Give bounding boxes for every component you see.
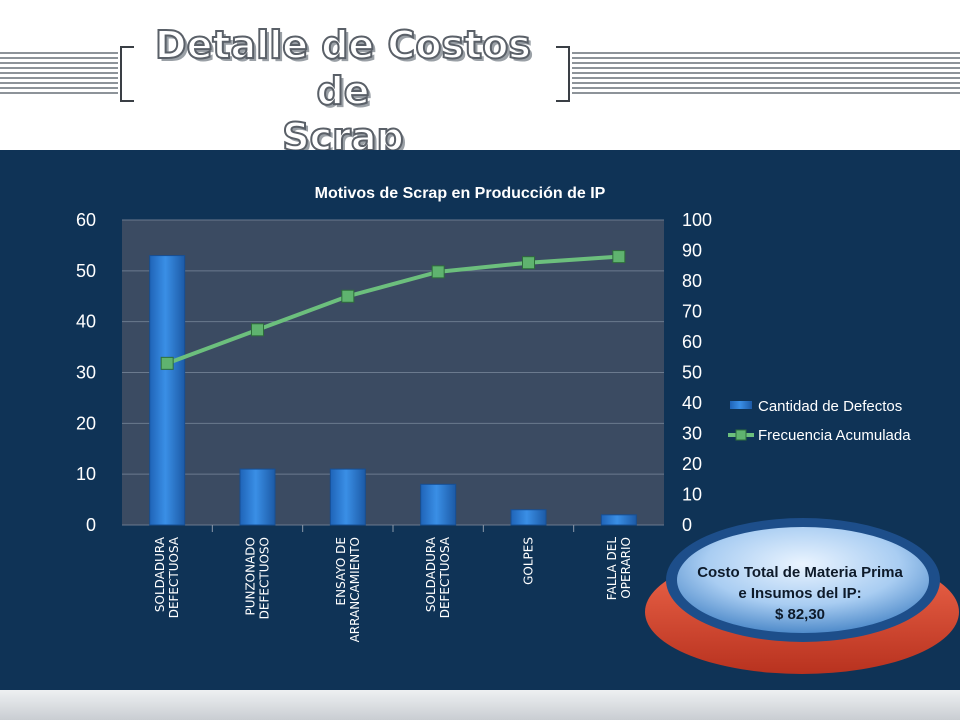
legend: Cantidad de Defectos Frecuencia Acumulad… bbox=[728, 398, 911, 444]
slide-title: Detalle de Costos de Scrap bbox=[130, 22, 556, 160]
gridlines bbox=[122, 219, 664, 532]
bar bbox=[510, 509, 547, 526]
bar bbox=[420, 483, 457, 526]
callout-line-3: $ 82,30 bbox=[775, 606, 825, 623]
right-tick-label: 50 bbox=[682, 363, 702, 383]
decorative-stripes-left bbox=[0, 52, 118, 94]
slide-title-line-1: Detalle de Costos de bbox=[154, 22, 532, 114]
line-marker bbox=[341, 289, 355, 303]
left-tick-label: 50 bbox=[76, 261, 96, 281]
right-tick-label: 40 bbox=[682, 393, 702, 413]
title-bracket-left bbox=[120, 46, 134, 102]
left-tick-label: 0 bbox=[86, 515, 96, 535]
legend-swatch-bar bbox=[730, 401, 752, 409]
right-tick-label: 60 bbox=[682, 332, 702, 352]
slide-header: Detalle de Costos de Scrap bbox=[0, 0, 960, 160]
bar bbox=[329, 468, 366, 526]
left-axis-ticks: 0 10 20 30 40 50 60 bbox=[76, 210, 96, 535]
left-tick-label: 30 bbox=[76, 363, 96, 383]
callout-line-1: Costo Total de Materia Prima bbox=[697, 564, 903, 581]
legend-item-frecuencia: Frecuencia Acumulada bbox=[728, 427, 911, 444]
legend-label-bar: Cantidad de Defectos bbox=[758, 398, 902, 415]
line-marker bbox=[251, 323, 264, 337]
callout-line-2: e Insumos del IP: bbox=[738, 585, 861, 602]
left-tick-label: 60 bbox=[76, 210, 96, 230]
line-marker bbox=[160, 356, 174, 370]
chart-title: Motivos de Scrap en Producción de IP bbox=[315, 185, 606, 202]
right-tick-label: 80 bbox=[682, 271, 702, 291]
category-labels: SOLDADURADEFECTUOSA PUNZONADODEFECTUOSO EN… bbox=[153, 536, 633, 642]
legend-label-line: Frecuencia Acumulada bbox=[758, 427, 911, 444]
bar bbox=[149, 255, 186, 526]
right-axis-ticks: 0 10 20 30 40 50 60 70 80 90 100 bbox=[682, 210, 712, 535]
legend-item-cantidad: Cantidad de Defectos bbox=[730, 398, 902, 415]
right-tick-label: 10 bbox=[682, 485, 702, 505]
line-marker bbox=[612, 250, 626, 264]
left-tick-label: 40 bbox=[76, 312, 96, 332]
bar-series bbox=[149, 255, 637, 526]
left-tick-label: 20 bbox=[76, 413, 96, 433]
bar bbox=[239, 468, 276, 526]
left-tick-label: 10 bbox=[76, 464, 96, 484]
category-label: ENSAYO DEARRANCAMIENTO bbox=[334, 537, 362, 642]
category-label: SOLDADURADEFECTUOSA bbox=[424, 536, 452, 618]
bar bbox=[600, 514, 637, 526]
right-tick-label: 100 bbox=[682, 210, 712, 230]
decorative-stripes-right bbox=[572, 52, 960, 94]
right-tick-label: 90 bbox=[682, 241, 702, 261]
line-series bbox=[160, 250, 626, 370]
category-label: FALLA DELOPERARIO bbox=[605, 537, 633, 601]
line-marker bbox=[522, 256, 535, 270]
title-bracket-right bbox=[556, 46, 570, 102]
cumulative-line bbox=[166, 254, 619, 366]
legend-swatch-marker bbox=[735, 429, 747, 441]
callout-blue-oval bbox=[677, 527, 929, 633]
cost-callout: Costo Total de Materia Prima e Insumos d… bbox=[645, 518, 959, 674]
right-tick-label: 30 bbox=[682, 424, 702, 444]
line-marker bbox=[431, 265, 445, 279]
category-label: PUNZONADODEFECTUOSO bbox=[244, 537, 272, 619]
right-tick-label: 70 bbox=[682, 302, 702, 322]
category-label: GOLPES bbox=[522, 537, 536, 585]
right-tick-label: 20 bbox=[682, 454, 702, 474]
right-tick-label: 0 bbox=[682, 515, 692, 535]
slide-footer-bar bbox=[0, 690, 960, 720]
category-label: SOLDADURADEFECTUOSA bbox=[153, 536, 181, 618]
